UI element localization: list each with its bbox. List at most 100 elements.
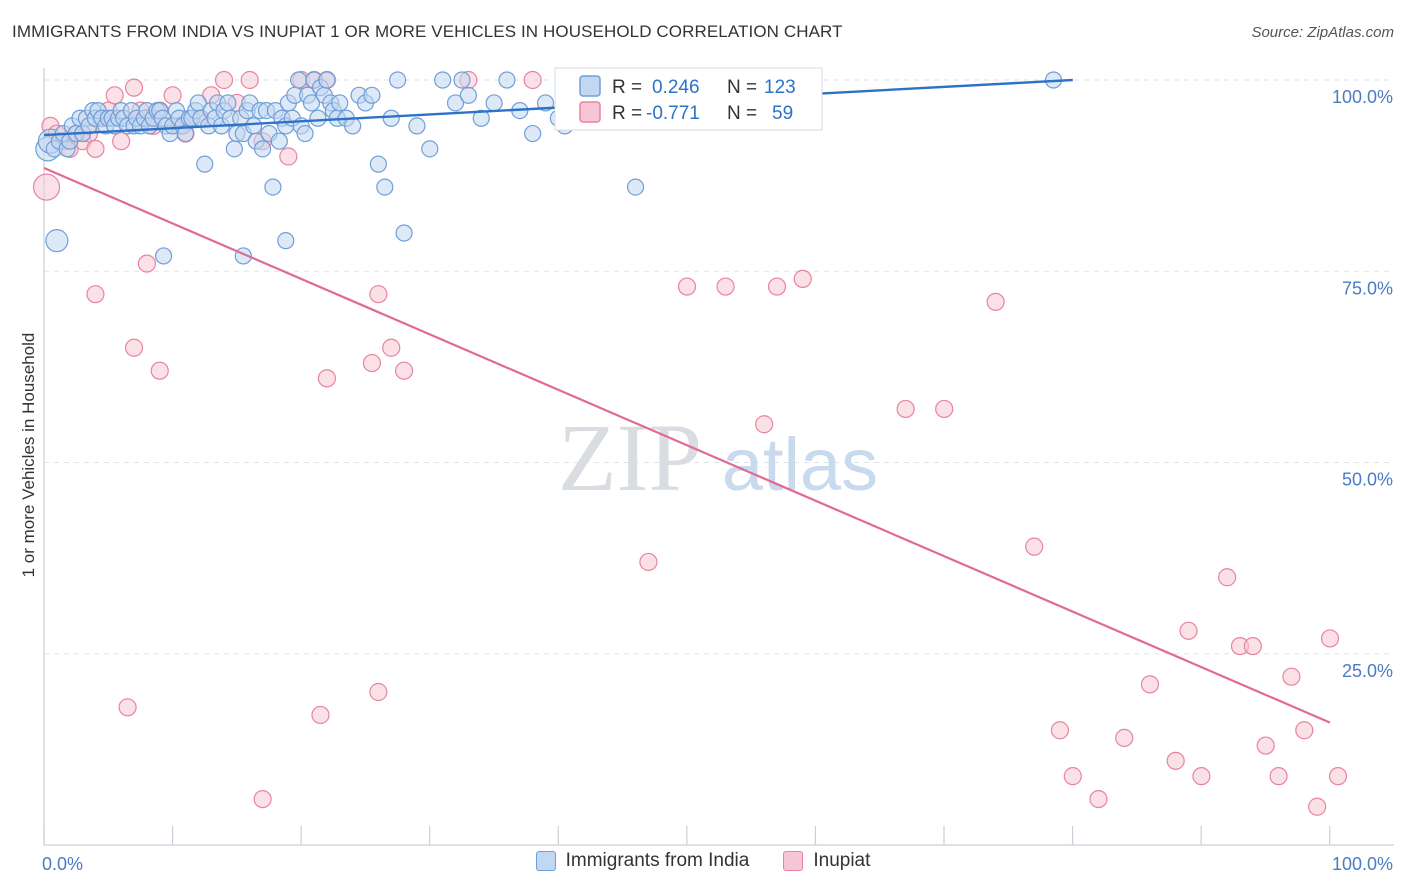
inupiat-point [1218,568,1237,587]
india-point [219,94,237,112]
inupiat-point [1192,767,1211,786]
inupiat-point [755,415,774,434]
inupiat-point [311,705,330,725]
india-point [382,109,400,127]
inupiat-point [1256,736,1275,755]
inupiat-point [1025,537,1044,556]
india-point [472,109,490,127]
stats-r-label: R = [612,77,642,98]
inupiat-point [214,70,234,90]
india-point [264,178,282,196]
inupiat-point [767,277,787,296]
india-point [254,140,272,158]
india-point [45,229,69,253]
india-point [225,140,243,158]
trend-lines [43,78,1331,724]
inupiat-point [1269,767,1288,786]
inupiat-point [369,682,388,702]
inupiat-point [369,285,388,304]
y-axis-label: 1 or more Vehicles in Household [19,333,38,578]
inupiat-point [793,269,812,288]
inupiat-point [32,173,61,201]
y-tick-label: 25.0% [1342,661,1393,681]
chart-title: IMMIGRANTS FROM INDIA VS INUPIAT 1 OR MO… [12,22,843,41]
chart-legend: Immigrants from India Inupiat [0,850,1406,872]
india-point [446,94,465,112]
inupiat-point [1328,767,1348,786]
inupiat-point [1243,636,1262,656]
india-point [408,117,426,135]
inupiat-point [1140,675,1160,694]
source-label: Source: ZipAtlas.com [1251,24,1394,41]
india-point [363,86,381,104]
y-tick-label: 75.0% [1342,278,1393,298]
inupiat-point [253,789,272,809]
india-point [196,155,214,173]
inupiat-point [105,86,124,105]
india-point [626,178,645,196]
india-point [277,232,295,250]
stats-swatch-india [579,75,601,97]
gridlines [44,79,1394,655]
stats-r-label: R = [612,103,642,124]
inupiat-point [935,399,954,419]
stats-n-label: N = [727,103,757,124]
y-tick-label: 50.0% [1342,470,1393,490]
inupiat-point [124,338,144,357]
india-point [395,224,413,242]
india-point [331,94,349,112]
inupiat-point [150,361,169,380]
inupiat-point [1179,621,1198,640]
india-point [524,124,542,143]
legend-swatch-inupiat [783,851,804,871]
legend-label-india: Immigrants from India [565,850,750,871]
india-point [309,109,327,127]
stats-n-value: 123 [764,77,796,98]
inupiat-point [716,277,735,296]
india-point [434,71,452,89]
inupiat-point [896,399,915,419]
legend-label-inupiat: Inupiat [813,850,871,871]
axes [43,68,1394,846]
india-point [296,124,314,143]
legend-item-india[interactable]: Immigrants from India [535,850,750,872]
inupiat-point [639,552,658,572]
india-point [389,71,407,89]
inupiat-point [86,139,105,158]
inupiat-trend-line [43,166,1331,724]
x-tick-label: 100.0% [1332,854,1393,874]
india-point [453,71,471,89]
india-point [369,155,387,173]
inupiat-point [1063,767,1082,786]
x-tick-label: 0.0% [42,854,83,874]
india-point [270,132,288,150]
india-point [245,117,263,135]
india-point [318,71,336,89]
stats-r-value: 0.246 [652,77,700,98]
inupiat-point [1308,797,1327,816]
inupiat-point [1050,721,1070,740]
inupiat-point [240,70,259,90]
inupiat-point [112,132,131,151]
inupiat-point [362,353,382,373]
inupiat-point [163,86,182,105]
inupiat-point [124,78,144,97]
inupiat-point [317,369,337,388]
series-india-points [35,71,1063,265]
inupiat-point [86,285,105,304]
legend-item-inupiat[interactable]: Inupiat [783,850,870,872]
inupiat-point [279,147,298,166]
stats-legend-box: R = 0.246 N = 123 R = -0.771 N = 59 [554,67,823,131]
india-point [485,94,503,112]
inupiat-point [382,338,401,357]
stats-swatch-inupiat [579,101,601,123]
stats-n-value: 59 [772,103,793,124]
inupiat-point [523,70,542,90]
india-point [290,71,308,89]
inupiat-point [1295,721,1314,740]
inupiat-point [1115,728,1134,748]
india-point [302,94,321,112]
india-point [421,140,439,158]
india-point [376,178,394,196]
